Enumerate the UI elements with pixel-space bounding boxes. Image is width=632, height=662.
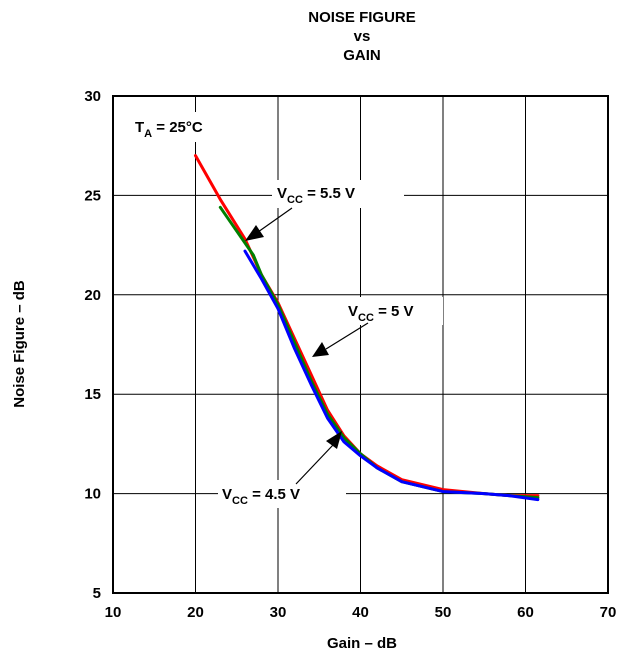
annotation-5-arrowhead [312, 342, 329, 357]
x-tick-labels: 10 20 30 40 50 60 70 [105, 604, 617, 621]
condition-sub: A [144, 128, 152, 140]
y-tick-label: 25 [84, 187, 101, 204]
annotation-5-leader [325, 322, 369, 350]
annotation-vcc-4-5: VCC = 4.5 V [218, 431, 346, 508]
condition-main: T [135, 119, 144, 136]
chart-title-line-1: NOISE FIGURE [308, 9, 416, 26]
series-lines [194, 154, 540, 502]
y-tick-label: 30 [84, 88, 101, 105]
annotation-5-rest: = 5 V [374, 303, 414, 320]
series-line-3 [243, 249, 540, 502]
annotation-5-5-leader [257, 207, 293, 233]
y-tick-label: 20 [84, 287, 101, 304]
chart-title-line-2: vs [354, 28, 371, 45]
svg-text:TA = 25°C: TA = 25°C [135, 119, 203, 140]
y-tick-labels: 5 10 15 20 25 30 [84, 88, 101, 602]
x-tick-label: 30 [270, 604, 287, 621]
x-axis-label: Gain – dB [327, 635, 397, 652]
annotation-4-5-main: V [222, 486, 232, 503]
y-tick-label: 15 [84, 386, 101, 403]
annotation-4-5-sub: CC [232, 495, 248, 507]
condition-rest: = 25°C [152, 119, 203, 136]
annotation-vcc-5-5: VCC = 5.5 V [245, 180, 404, 241]
annotation-4-5-rest: = 4.5 V [248, 486, 300, 503]
annotation-5-5-arrowhead [245, 225, 264, 241]
series-line-2 [218, 205, 540, 500]
annotation-5-sub: CC [358, 312, 374, 324]
svg-text:VCC = 5.5 V: VCC = 5.5 V [277, 185, 355, 206]
annotation-vcc-5: VCC = 5 V [312, 297, 443, 357]
x-tick-label: 70 [600, 604, 617, 621]
y-axis-label: Noise Figure – dB [11, 280, 28, 408]
x-tick-label: 20 [187, 604, 204, 621]
x-tick-label: 10 [105, 604, 122, 621]
x-tick-label: 40 [352, 604, 369, 621]
annotation-4-5-leader [295, 444, 334, 485]
annotation-5-5-rest: = 5.5 V [303, 185, 355, 202]
annotation-5-5-main: V [277, 185, 287, 202]
y-tick-label: 5 [93, 585, 101, 602]
annotation-5-5-sub: CC [287, 194, 303, 206]
svg-text:VCC = 5 V: VCC = 5 V [348, 303, 414, 324]
x-tick-label: 50 [435, 604, 452, 621]
chart-title-line-3: GAIN [343, 47, 381, 64]
plot-frame [112, 95, 609, 594]
y-tick-label: 10 [84, 486, 101, 503]
svg-text:VCC = 4.5 V: VCC = 4.5 V [222, 486, 300, 507]
temperature-condition: TA = 25°C [130, 112, 250, 142]
annotation-4-5-arrowhead [326, 431, 342, 449]
x-tick-label: 60 [517, 604, 534, 621]
annotation-5-main: V [348, 303, 358, 320]
gridlines [113, 96, 608, 593]
